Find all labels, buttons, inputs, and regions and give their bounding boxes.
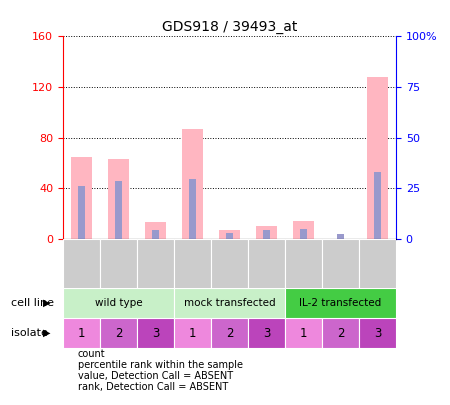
Bar xyxy=(137,239,174,290)
Bar xyxy=(285,318,322,348)
Bar xyxy=(293,221,314,239)
Bar xyxy=(337,234,344,239)
Text: 1: 1 xyxy=(78,326,85,340)
Bar xyxy=(226,232,233,239)
Text: percentile rank within the sample: percentile rank within the sample xyxy=(78,360,243,370)
Title: GDS918 / 39493_at: GDS918 / 39493_at xyxy=(162,20,297,34)
Bar xyxy=(63,318,100,348)
Bar xyxy=(359,318,396,348)
Bar xyxy=(219,230,240,239)
Bar xyxy=(248,239,285,290)
Text: 2: 2 xyxy=(226,326,233,340)
Text: ▶: ▶ xyxy=(43,298,50,308)
Bar xyxy=(78,186,85,239)
Text: IL-2 transfected: IL-2 transfected xyxy=(299,298,382,308)
Text: 2: 2 xyxy=(115,326,122,340)
Text: cell line: cell line xyxy=(11,298,54,308)
Text: rank, Detection Call = ABSENT: rank, Detection Call = ABSENT xyxy=(78,382,228,392)
Bar xyxy=(248,318,285,348)
Bar xyxy=(174,239,211,290)
Bar xyxy=(263,230,270,239)
Bar xyxy=(211,318,248,348)
Bar xyxy=(100,239,137,290)
Bar xyxy=(285,239,322,290)
Text: 1: 1 xyxy=(189,326,196,340)
Bar xyxy=(359,239,396,290)
Bar xyxy=(108,159,129,239)
Bar xyxy=(300,229,307,239)
Bar xyxy=(174,288,285,318)
Bar xyxy=(182,129,202,239)
Bar xyxy=(145,222,166,239)
Bar xyxy=(374,172,381,239)
Text: 3: 3 xyxy=(374,326,381,340)
Text: 3: 3 xyxy=(152,326,159,340)
Text: mock transfected: mock transfected xyxy=(184,298,275,308)
Bar xyxy=(174,318,211,348)
Bar xyxy=(100,318,137,348)
Bar xyxy=(285,288,396,318)
Text: 1: 1 xyxy=(300,326,307,340)
Bar xyxy=(322,318,359,348)
Bar xyxy=(63,288,174,318)
Bar xyxy=(256,226,277,239)
Text: 3: 3 xyxy=(263,326,270,340)
Bar xyxy=(189,179,196,239)
Text: isolate: isolate xyxy=(11,328,48,338)
Bar xyxy=(367,77,388,239)
Bar xyxy=(71,157,92,239)
Bar xyxy=(152,230,159,239)
Text: value, Detection Call = ABSENT: value, Detection Call = ABSENT xyxy=(78,371,233,381)
Text: count: count xyxy=(78,350,105,359)
Text: wild type: wild type xyxy=(94,298,142,308)
Bar xyxy=(63,239,100,290)
Bar xyxy=(137,318,174,348)
Text: 2: 2 xyxy=(337,326,344,340)
Text: ▶: ▶ xyxy=(43,328,50,338)
Bar xyxy=(322,239,359,290)
Bar xyxy=(115,181,122,239)
Bar xyxy=(211,239,248,290)
